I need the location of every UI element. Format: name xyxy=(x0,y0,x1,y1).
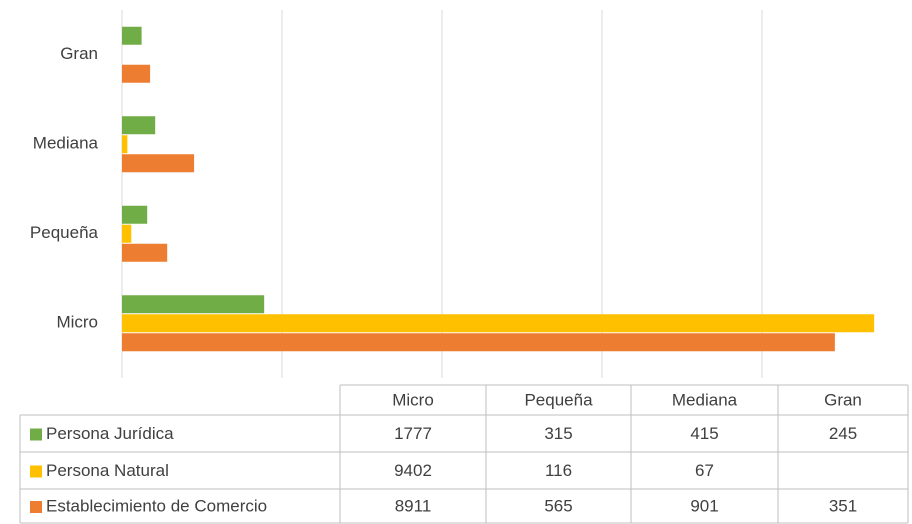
table-cell: 315 xyxy=(544,424,572,443)
legend-swatch xyxy=(30,501,42,513)
y-tick-label: Mediana xyxy=(33,134,99,153)
y-tick-label: Micro xyxy=(56,313,98,332)
table-cell: 901 xyxy=(690,496,718,515)
table-header: Pequeña xyxy=(524,390,593,409)
bar xyxy=(122,135,128,154)
legend-swatch xyxy=(30,465,42,478)
bar xyxy=(122,224,132,243)
table-cell: 1777 xyxy=(394,424,432,443)
table-header: Micro xyxy=(392,390,434,409)
legend-label: Establecimiento de Comercio xyxy=(46,496,267,515)
bar xyxy=(122,333,835,352)
bar xyxy=(122,26,142,45)
table-cell: 67 xyxy=(695,461,714,480)
bar xyxy=(122,314,875,333)
table-cell: 9402 xyxy=(394,461,432,480)
table-header: Mediana xyxy=(672,390,738,409)
table-cell: 415 xyxy=(690,424,718,443)
table-cell: 8911 xyxy=(395,496,432,515)
table-cell: 245 xyxy=(829,424,857,443)
table-cell: 116 xyxy=(545,461,572,480)
legend-swatch xyxy=(30,428,42,441)
bar xyxy=(122,64,151,83)
legend-label: Persona Natural xyxy=(46,461,169,480)
bar xyxy=(122,154,195,173)
bar xyxy=(122,116,156,135)
bar xyxy=(122,243,168,262)
y-tick-label: Gran xyxy=(60,44,98,63)
table-header: Gran xyxy=(824,390,862,409)
table-cell: 351 xyxy=(829,496,857,515)
bar xyxy=(122,295,265,314)
table-cell: 565 xyxy=(544,496,572,515)
bar xyxy=(122,205,148,224)
y-tick-label: Pequeña xyxy=(30,223,99,242)
legend-label: Persona Jurídica xyxy=(46,424,174,443)
